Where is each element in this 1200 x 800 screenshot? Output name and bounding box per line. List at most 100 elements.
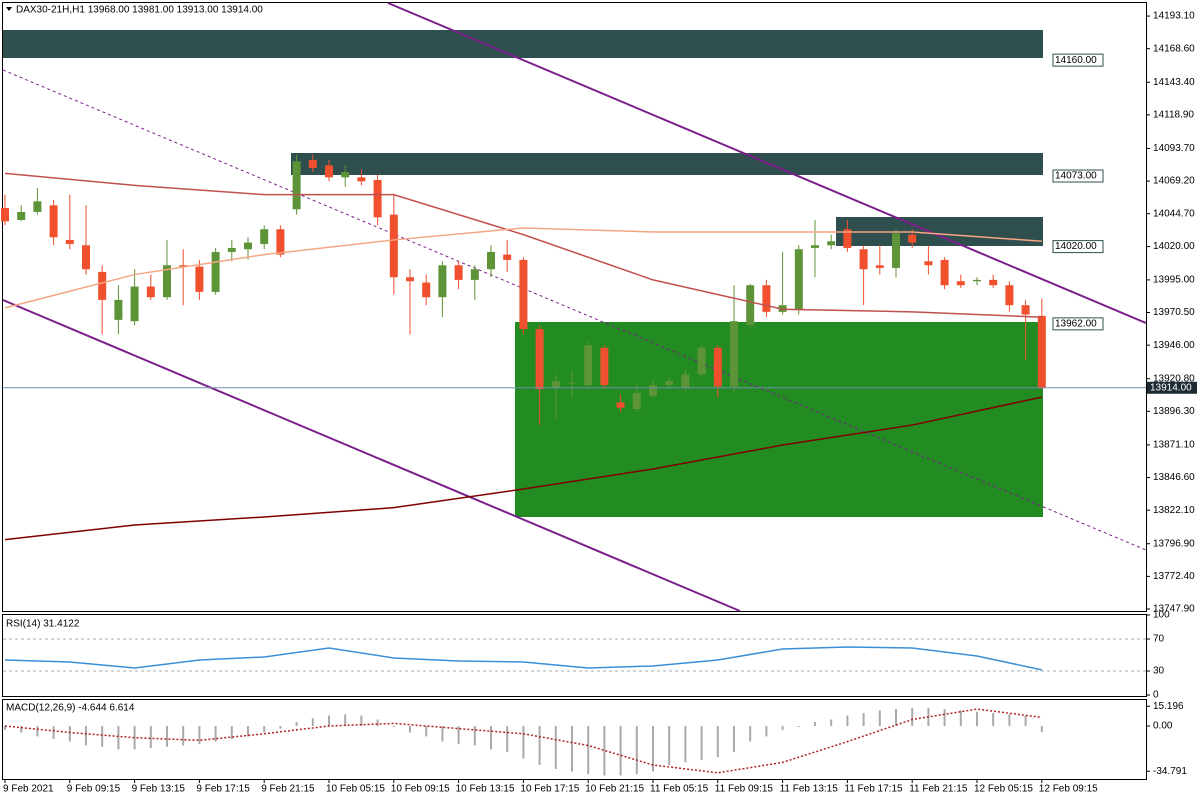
candle-body	[1021, 305, 1030, 315]
macd-bar	[684, 726, 687, 763]
macd-bar	[149, 726, 152, 749]
candle-body	[65, 239, 74, 244]
y-tick-label: 14118.90	[1153, 110, 1194, 121]
y-tick-label: 13896.30	[1153, 406, 1195, 417]
level-label: 14020.00	[1055, 241, 1097, 252]
macd-bar	[943, 709, 946, 726]
candle-body	[341, 172, 350, 178]
macd-bar	[603, 726, 606, 776]
candle-body	[406, 277, 414, 282]
candle-body	[713, 347, 722, 387]
macd-bar	[85, 726, 87, 746]
macd-bar	[409, 726, 411, 733]
candle-body	[1005, 285, 1014, 306]
macd-bar	[749, 726, 752, 742]
candle-body	[875, 265, 884, 268]
candle-body	[373, 180, 382, 218]
candle-body	[49, 205, 58, 238]
candle-body	[422, 282, 431, 298]
macd-bar	[635, 726, 638, 775]
macd-bar	[959, 710, 962, 726]
y-tick-label: 15.196	[1153, 701, 1184, 712]
y-tick-label: 13970.50	[1153, 307, 1195, 318]
macd-bar	[20, 726, 23, 733]
x-tick-label: 10 Feb 13:15	[456, 784, 515, 795]
macd-bar	[490, 726, 492, 750]
candle-body	[17, 211, 26, 220]
macd-bar	[425, 726, 428, 737]
chart-title: DAX30-21H,H1 13968.00 13981.00 13913.00 …	[16, 5, 263, 16]
y-tick-label: 13871.10	[1153, 440, 1195, 451]
candle-body	[1, 207, 9, 222]
x-tick-label: 10 Feb 09:15	[391, 784, 450, 795]
signal-line	[4, 708, 1042, 774]
candle-body	[859, 249, 868, 270]
macd-bar	[976, 711, 978, 726]
candle-body	[989, 279, 998, 286]
macd-title: MACD(12,26,9) -4.644 6.614	[6, 703, 135, 714]
candle-body	[276, 229, 285, 255]
y-tick-label: 70	[1153, 634, 1165, 645]
candle-body	[600, 347, 609, 386]
candle-body	[357, 177, 366, 182]
y-tick-label: 13846.60	[1153, 472, 1195, 483]
macd-bar	[4, 726, 6, 730]
macd-bar	[360, 715, 363, 726]
candle-body	[454, 265, 463, 280]
x-tick-label: 9 Feb 21:15	[261, 784, 315, 795]
macd-bar	[878, 710, 881, 726]
candle-body	[470, 269, 479, 280]
candle-body	[308, 160, 317, 169]
macd-bar	[571, 726, 573, 772]
candle-body	[244, 242, 252, 250]
candle-body	[665, 381, 674, 386]
x-tick-label: 9 Feb 2021	[3, 784, 54, 795]
macd-bar	[814, 722, 816, 726]
macd-bar	[652, 726, 654, 772]
zones	[3, 30, 1043, 517]
macd-bar	[554, 726, 557, 769]
candle-body	[568, 382, 576, 384]
macd-bar	[101, 726, 104, 747]
y-tick-label: 0.00	[1153, 721, 1173, 732]
rsi-panel	[2, 614, 1147, 697]
x-tick-label: 11 Feb 17:15	[844, 784, 903, 795]
y-tick-label: 14168.60	[1153, 43, 1195, 54]
macd-bar	[311, 718, 314, 726]
y-tick-label: 13920.80	[1153, 373, 1195, 384]
moving-average	[4, 396, 1042, 541]
level-box	[1052, 240, 1104, 254]
macd-bar	[846, 715, 849, 726]
rsi-title: RSI(14) 31.4122	[6, 619, 80, 630]
macd-bar	[522, 726, 525, 759]
y-tick-label: 14143.40	[1153, 77, 1195, 88]
x-tick-label: 10 Feb 05:15	[326, 784, 385, 795]
moving-average	[4, 227, 1042, 309]
macd-bar	[733, 726, 735, 752]
candle-body	[924, 261, 933, 266]
level-label: 14073.00	[1055, 171, 1097, 182]
y-tick-label: 13946.00	[1153, 340, 1195, 351]
candle-body	[1037, 315, 1046, 388]
candle-body	[697, 347, 706, 375]
macd-panel	[2, 699, 1147, 780]
candle-body	[794, 249, 803, 310]
menu-arrow[interactable]	[6, 7, 12, 11]
x-tick-label: 11 Feb 13:15	[780, 784, 839, 795]
macd-bar	[619, 726, 622, 776]
macd-bar	[133, 726, 136, 750]
x-tick-label: 9 Feb 17:15	[196, 784, 250, 795]
macd-bar	[862, 713, 865, 726]
candle-body	[940, 259, 949, 286]
macd-bar	[392, 726, 395, 727]
y-tick-label: 100	[1153, 610, 1170, 621]
candle-body	[503, 254, 512, 260]
candle-body	[535, 329, 544, 390]
macd-bar	[538, 726, 541, 765]
candle-body	[163, 265, 171, 298]
macd-bar	[214, 726, 217, 742]
candle-body	[811, 245, 819, 248]
candle-body	[843, 229, 852, 248]
